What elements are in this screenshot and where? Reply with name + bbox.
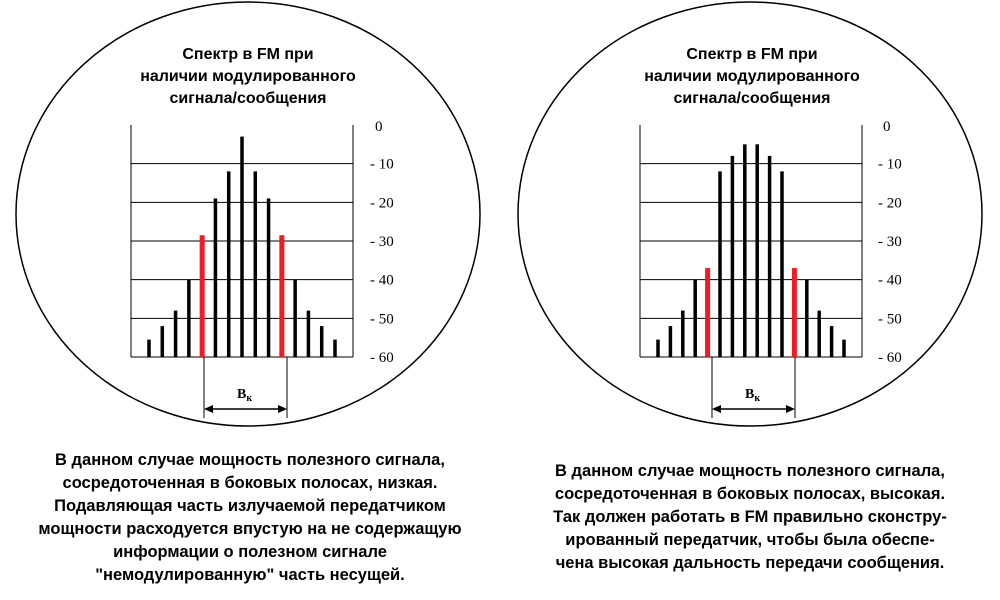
left-spectrum-bar xyxy=(306,310,311,357)
left-spectrum-bar xyxy=(173,310,178,357)
right-spectrum-bar xyxy=(681,310,685,357)
left-caption-line-4: мощности расходуется впустую на не содер… xyxy=(38,520,462,538)
right-y-tick-label: 0 xyxy=(883,119,891,135)
left-spectrum-bar xyxy=(266,198,271,357)
right-sideband-bar xyxy=(791,268,797,357)
left-y-tick-label: - 50 xyxy=(370,311,394,327)
right-bk-arrowhead-right xyxy=(786,405,795,413)
left-y-tick-label: - 30 xyxy=(370,234,394,250)
left-caption-line-3: Подавляющая часть излучаемой передатчико… xyxy=(54,497,446,515)
left-y-tick-label: 0 xyxy=(375,119,383,135)
right-y-tick-label: - 50 xyxy=(878,311,902,327)
right-y-tick-label: - 30 xyxy=(878,234,902,250)
left-spectrum-bar xyxy=(226,171,231,357)
right-chart-title: Спектр в FM при наличии модулированного … xyxy=(622,44,882,110)
right-spectrum-bar xyxy=(656,339,660,357)
left-caption-line-5: информации о полезном сигнале xyxy=(113,543,387,561)
left-ticks: 0 - 10 - 20 - 30 - 40 - 50 - 60 xyxy=(370,119,394,366)
right-caption-line-1: В данном случае мощность полезного сигна… xyxy=(555,462,945,480)
right-spectrum-bar xyxy=(668,326,673,357)
left-caption-line-2: сосредоточенная в боковых полосах, низка… xyxy=(62,474,438,492)
right-spectrum-bar xyxy=(829,326,834,357)
right-y-tick-label: - 10 xyxy=(878,157,902,173)
left-bk-arrowhead-left xyxy=(204,405,213,413)
left-caption-line-6: "немодулированную" часть несущей. xyxy=(95,566,405,584)
left-bars xyxy=(147,136,337,357)
right-title-line-1: Спектр в FM при xyxy=(686,46,818,63)
right-grid xyxy=(639,125,863,358)
left-spectrum-bar xyxy=(319,326,324,357)
right-bars xyxy=(656,144,846,357)
right-spectrum-bar xyxy=(767,155,772,357)
right-spectrum-bar xyxy=(817,310,821,357)
left-caption: В данном случае мощность полезного сигна… xyxy=(0,449,500,587)
left-spectrum-bar xyxy=(240,136,244,357)
right-title-line-2: наличии модулированного xyxy=(644,68,860,85)
left-spectrum-bar xyxy=(147,339,151,357)
right-bk-arrowhead-left xyxy=(712,405,721,413)
left-caption-line-1: В данном случае мощность полезного сигна… xyxy=(55,451,445,469)
left-sideband-bar xyxy=(279,235,285,357)
left-bk-label: Bк xyxy=(237,387,252,404)
right-circle-outline xyxy=(517,1,983,427)
right-title-line-3: сигнала/сообщения xyxy=(673,90,831,107)
left-spectrum-bar xyxy=(253,171,258,357)
left-y-tick-label: - 60 xyxy=(370,350,394,366)
left-circle-outline xyxy=(15,1,481,427)
right-spectrum-bar xyxy=(780,171,784,357)
right-caption: В данном случае мощность полезного сигна… xyxy=(500,460,1000,575)
right-spectrum-bar xyxy=(805,279,809,357)
right-panel: 0 - 10 - 20 - 30 - 40 - 50 - 60 Bк Спектр в FM… xyxy=(500,0,1000,600)
right-bk-label: Bк xyxy=(745,387,760,404)
left-y-tick-label: - 20 xyxy=(370,195,394,211)
left-y-tick-label: - 10 xyxy=(370,157,394,173)
right-y-tick-label: - 60 xyxy=(878,350,902,366)
left-panel: 0 - 10 - 20 - 30 - 40 - 50 - 60 Bк Спектр в FM… xyxy=(0,1,500,587)
left-circle-diagram: 0 - 10 - 20 - 30 - 40 - 50 - 60 Bк xyxy=(15,1,481,427)
left-spectrum-bar xyxy=(187,279,191,357)
right-sideband-bar xyxy=(705,268,711,357)
right-ticks: 0 - 10 - 20 - 30 - 40 - 50 - 60 xyxy=(878,119,902,366)
right-spectrum-bar xyxy=(743,144,747,357)
right-caption-line-3: Так должен работать в FM правильно сконс… xyxy=(553,508,947,526)
left-spectrum-bar xyxy=(333,339,337,357)
right-spectrum-bar xyxy=(755,144,759,357)
right-spectrum-bar xyxy=(718,171,722,357)
left-spectrum-bar xyxy=(293,279,297,357)
left-title-line-3: сигнала/сообщения xyxy=(169,90,327,107)
left-spectrum-bar xyxy=(213,198,218,357)
right-caption-line-5: чена высокая дальность передачи сообщени… xyxy=(555,554,945,572)
left-spectrum-bar xyxy=(160,326,165,357)
right-spectrum-bar xyxy=(693,279,697,357)
right-y-tick-label: - 20 xyxy=(878,195,902,211)
right-y-tick-label: - 40 xyxy=(878,273,902,289)
left-bk-arrowhead-right xyxy=(278,405,287,413)
left-title-line-2: наличии модулированного xyxy=(140,68,356,85)
left-bandwidth-marker: Bк xyxy=(203,357,288,418)
left-title-line-1: Спектр в FM при xyxy=(182,46,314,63)
right-spectrum-bar xyxy=(842,339,846,357)
left-chart-title: Спектр в FM при наличии модулированного … xyxy=(118,44,378,110)
right-circle-diagram: 0 - 10 - 20 - 30 - 40 - 50 - 60 Bк xyxy=(517,1,983,427)
left-sideband-bar xyxy=(199,235,205,357)
right-bandwidth-marker: Bк xyxy=(711,357,796,418)
left-y-tick-label: - 40 xyxy=(370,273,394,289)
right-spectrum-bar xyxy=(730,155,735,357)
right-caption-line-4: ированный передатчик, чтобы была обеспе- xyxy=(565,531,935,549)
right-caption-line-2: сосредоточенная в боковых полосах, высок… xyxy=(554,485,946,503)
